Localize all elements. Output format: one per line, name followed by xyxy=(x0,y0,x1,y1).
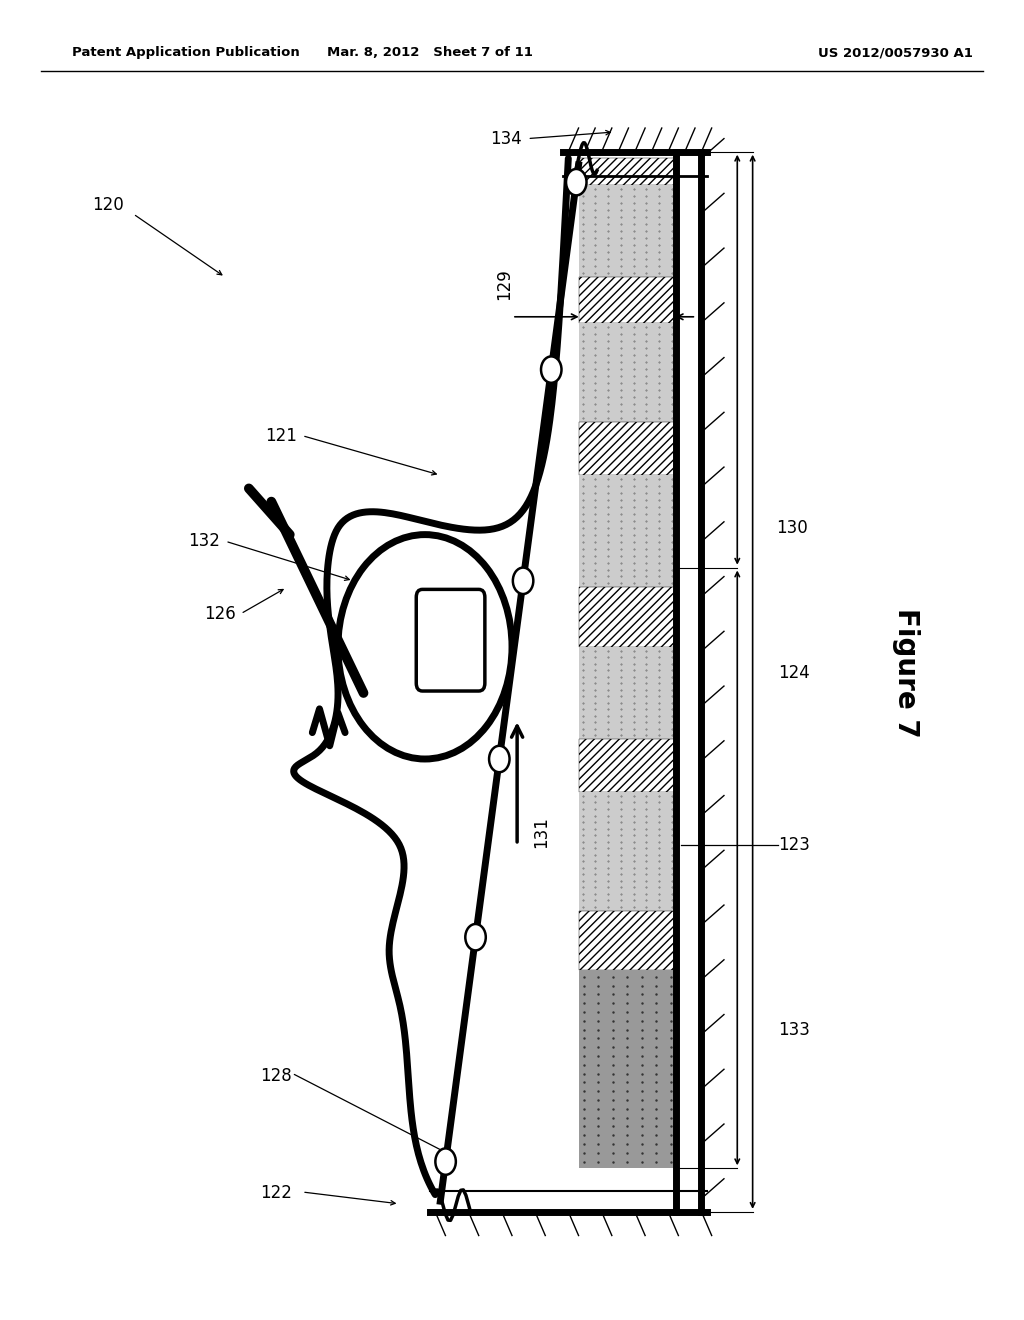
Text: 132: 132 xyxy=(188,532,220,550)
Bar xyxy=(579,323,676,422)
Circle shape xyxy=(513,568,534,594)
Circle shape xyxy=(541,356,561,383)
Bar xyxy=(579,647,676,739)
Text: 131: 131 xyxy=(532,816,551,847)
Circle shape xyxy=(566,169,587,195)
Circle shape xyxy=(435,1148,456,1175)
Bar xyxy=(579,792,676,911)
Text: Mar. 8, 2012   Sheet 7 of 11: Mar. 8, 2012 Sheet 7 of 11 xyxy=(327,46,534,59)
Text: 121: 121 xyxy=(265,426,297,445)
Text: Patent Application Publication: Patent Application Publication xyxy=(72,46,299,59)
Text: Figure 7: Figure 7 xyxy=(892,609,921,738)
Text: 134: 134 xyxy=(490,129,522,148)
FancyBboxPatch shape xyxy=(416,589,485,692)
Text: 125: 125 xyxy=(403,743,436,762)
Text: 124: 124 xyxy=(778,664,810,682)
Bar xyxy=(579,158,676,185)
Text: 123: 123 xyxy=(778,836,810,854)
Circle shape xyxy=(465,924,485,950)
Text: 130: 130 xyxy=(776,519,808,537)
Bar xyxy=(579,185,676,277)
Bar xyxy=(579,739,676,792)
Text: 129: 129 xyxy=(495,268,513,300)
Text: 133: 133 xyxy=(778,1020,810,1039)
Text: US 2012/0057930 A1: US 2012/0057930 A1 xyxy=(818,46,973,59)
Bar xyxy=(579,587,676,647)
Bar xyxy=(579,277,676,323)
Bar xyxy=(579,422,676,475)
Circle shape xyxy=(489,746,510,772)
Text: 122: 122 xyxy=(260,1184,292,1203)
Text: 128: 128 xyxy=(260,1067,292,1085)
Text: 120: 120 xyxy=(91,195,124,214)
Bar xyxy=(579,970,676,1168)
Bar xyxy=(579,911,676,970)
Circle shape xyxy=(338,535,512,759)
Text: 126: 126 xyxy=(204,605,236,623)
Bar xyxy=(579,475,676,587)
